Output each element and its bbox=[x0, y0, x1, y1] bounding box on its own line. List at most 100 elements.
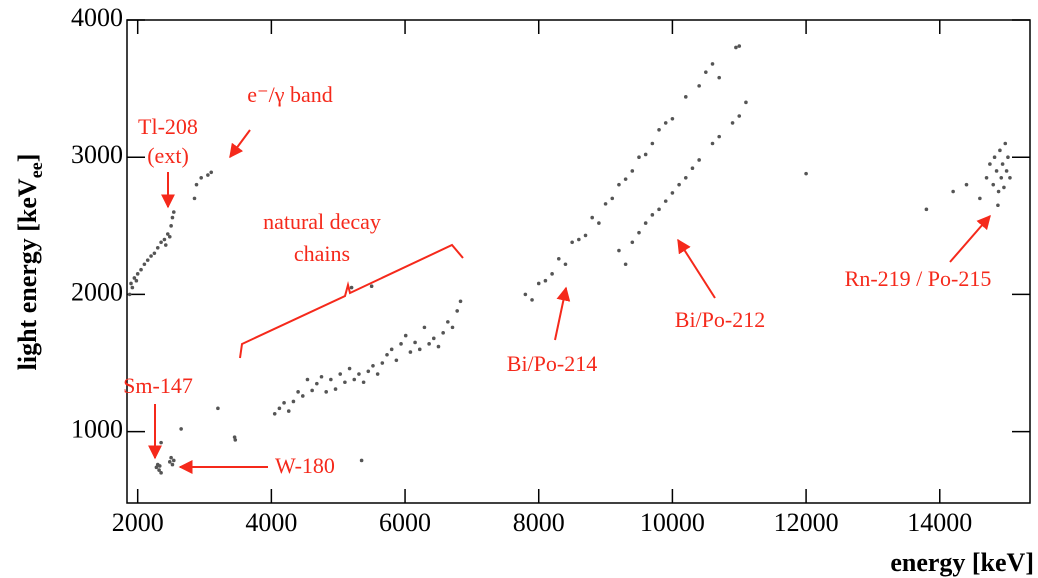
point bbox=[730, 121, 735, 125]
point bbox=[657, 127, 661, 132]
x-tick-label: 2000 bbox=[112, 508, 164, 537]
point bbox=[427, 342, 431, 346]
point bbox=[291, 399, 296, 404]
point bbox=[357, 372, 361, 376]
point bbox=[389, 347, 394, 352]
annotation-arrows bbox=[148, 129, 991, 474]
point bbox=[710, 141, 715, 146]
point bbox=[417, 347, 422, 352]
annotation: Bi/Po-212 bbox=[675, 307, 765, 332]
point bbox=[192, 196, 197, 201]
annotation: W-180 bbox=[275, 453, 335, 478]
point bbox=[277, 406, 282, 411]
point bbox=[159, 440, 163, 445]
point bbox=[169, 455, 173, 460]
point bbox=[194, 182, 199, 187]
point bbox=[431, 336, 436, 341]
point bbox=[232, 435, 237, 439]
point bbox=[324, 390, 328, 394]
point bbox=[170, 215, 175, 220]
point bbox=[717, 75, 721, 80]
point bbox=[310, 388, 314, 393]
point bbox=[994, 169, 999, 173]
point bbox=[369, 284, 374, 288]
point bbox=[617, 248, 621, 253]
point bbox=[359, 458, 364, 463]
point bbox=[343, 380, 347, 385]
point bbox=[361, 380, 366, 385]
point bbox=[129, 281, 133, 286]
arrow bbox=[677, 238, 716, 299]
annotation: Rn-219 / Po-215 bbox=[845, 266, 992, 291]
point bbox=[683, 175, 688, 180]
point bbox=[149, 254, 153, 258]
point bbox=[650, 141, 655, 146]
point bbox=[984, 175, 989, 180]
point bbox=[169, 224, 173, 228]
annotation: chains bbox=[294, 241, 350, 266]
point bbox=[1002, 185, 1006, 190]
point bbox=[142, 262, 147, 267]
point bbox=[179, 427, 183, 431]
point bbox=[988, 162, 992, 166]
point bbox=[597, 221, 601, 225]
point bbox=[282, 401, 286, 405]
point bbox=[366, 369, 371, 374]
point bbox=[924, 207, 929, 212]
arrow bbox=[229, 129, 251, 159]
y-tick-label: 1000 bbox=[71, 415, 123, 444]
point bbox=[157, 464, 162, 468]
point bbox=[590, 215, 595, 220]
point bbox=[670, 191, 675, 195]
point bbox=[710, 62, 715, 66]
point bbox=[583, 233, 588, 238]
point bbox=[996, 189, 1001, 194]
point bbox=[132, 276, 137, 280]
point bbox=[991, 182, 996, 187]
point bbox=[167, 235, 172, 239]
point bbox=[422, 325, 427, 330]
y-tick-label: 3000 bbox=[71, 140, 123, 169]
point bbox=[458, 299, 463, 304]
point bbox=[964, 182, 969, 187]
point bbox=[643, 221, 648, 225]
point bbox=[663, 199, 668, 203]
point bbox=[556, 256, 561, 261]
point bbox=[139, 267, 143, 272]
point bbox=[315, 381, 319, 386]
point bbox=[737, 44, 742, 48]
point bbox=[978, 196, 982, 201]
point bbox=[165, 232, 170, 236]
point bbox=[159, 471, 163, 475]
point bbox=[804, 171, 808, 176]
point bbox=[380, 361, 385, 365]
point bbox=[1008, 175, 1012, 180]
point bbox=[657, 207, 661, 212]
point bbox=[436, 344, 441, 349]
bracket bbox=[239, 243, 464, 359]
point bbox=[637, 155, 641, 160]
y-axis-label-main: light energy [keV bbox=[13, 178, 42, 370]
point bbox=[296, 390, 300, 394]
point bbox=[305, 377, 310, 382]
point bbox=[704, 70, 708, 74]
point bbox=[536, 281, 541, 286]
point bbox=[371, 363, 375, 368]
point bbox=[127, 292, 132, 297]
point bbox=[677, 182, 681, 187]
point bbox=[623, 262, 628, 267]
point bbox=[570, 240, 574, 245]
point bbox=[690, 166, 695, 170]
x-tick-label: 10000 bbox=[640, 508, 705, 537]
point bbox=[329, 377, 333, 382]
point bbox=[170, 462, 175, 467]
point bbox=[408, 350, 413, 354]
point bbox=[737, 114, 742, 118]
point bbox=[333, 387, 338, 391]
point bbox=[550, 272, 554, 276]
annotation: Tl-208 bbox=[138, 114, 198, 139]
point bbox=[130, 285, 135, 290]
point bbox=[155, 245, 160, 250]
point bbox=[300, 394, 305, 398]
